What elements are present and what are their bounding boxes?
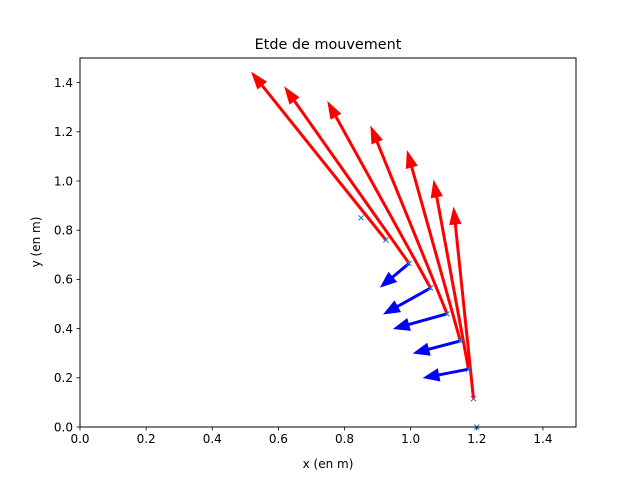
y-tick-label: 0.0 <box>54 420 73 434</box>
y-axis-label: y (en m) <box>29 217 43 268</box>
data-point <box>457 338 464 344</box>
y-tick-label: 1.2 <box>54 125 73 139</box>
x-axis-label: x (en m) <box>303 457 354 471</box>
red-vector-0-shaft <box>453 221 475 399</box>
data-point <box>427 285 434 291</box>
blue-vector-2 <box>392 312 448 331</box>
plot-marks <box>250 71 480 430</box>
red-vector-6-shaft <box>259 82 388 241</box>
data-point-stroke <box>427 285 434 291</box>
data-point-stroke <box>470 395 477 402</box>
red-vector-6 <box>250 71 388 241</box>
x-tick-label: 0.0 <box>70 432 89 446</box>
blue-vector-0 <box>422 367 469 382</box>
red-vector-2 <box>405 149 462 342</box>
red-vector-1 <box>430 179 471 370</box>
red-vector-0 <box>449 206 475 399</box>
data-point <box>358 215 364 221</box>
data-point <box>383 237 389 243</box>
data-point-stroke <box>465 366 472 373</box>
x-tick-label: 0.6 <box>269 432 288 446</box>
red-vector-3-head <box>370 125 383 145</box>
y-tick-label: 1.4 <box>54 76 73 90</box>
data-point-stroke <box>406 260 412 267</box>
y-tick-label: 0.4 <box>54 322 73 336</box>
red-vector-3 <box>370 125 449 315</box>
blue-vector-2-head <box>392 317 411 331</box>
red-vector-6-head <box>250 71 268 90</box>
red-vector-0-head <box>449 206 462 226</box>
red-vector-4 <box>327 100 432 289</box>
x-tick-label: 0.2 <box>137 432 156 446</box>
red-vector-4-head <box>327 100 342 120</box>
axis-ticks: 0.0 0.2 0.4 0.6 0.8 1.0 1.2 1.4 0.0 0.2 0.4 0.6 0.8 1… <box>54 76 553 446</box>
data-point-stroke <box>358 215 364 221</box>
data-point-stroke <box>444 310 450 317</box>
plot-area-frame <box>79 57 577 428</box>
y-tick-label: 1.0 <box>54 174 73 188</box>
blue-vector-4-shaft <box>389 262 410 280</box>
red-vector-4-shaft <box>333 113 432 289</box>
red-vector-2-shaft <box>409 164 462 342</box>
red-vector-1-head <box>430 179 443 199</box>
blue-vector-3 <box>383 286 432 315</box>
data-point <box>406 260 412 267</box>
blue-vector-1-head <box>412 342 431 356</box>
y-tick-label: 0.6 <box>54 273 73 287</box>
red-vector-5 <box>284 86 411 265</box>
x-tick-label: 1.0 <box>401 432 420 446</box>
blue-vector-0-head <box>422 368 441 382</box>
blue-vector-3-shaft <box>394 286 432 309</box>
red-vector-3-shaft <box>374 139 449 315</box>
red-vector-5-head <box>284 86 300 105</box>
data-point <box>444 310 450 317</box>
red-vector-1-shaft <box>434 194 471 370</box>
x-tick-label: 0.4 <box>203 432 222 446</box>
data-point-stroke <box>383 237 389 243</box>
x-tick-label: 0.8 <box>335 432 354 446</box>
red-vector-5-shaft <box>291 98 411 265</box>
red-vector-2-head <box>405 149 418 170</box>
y-tick-label: 0.2 <box>54 371 73 385</box>
x-tick-label: 1.2 <box>467 432 486 446</box>
chart-title: Etde de mouvement <box>255 37 402 53</box>
blue-vector-4 <box>379 262 410 288</box>
blue-vector-0-shaft <box>436 367 469 377</box>
data-point-stroke <box>457 338 464 344</box>
blue-vector-3-head <box>383 300 402 315</box>
x-tick-label: 1.4 <box>533 432 552 446</box>
blue-vector-1-shaft <box>426 339 461 352</box>
data-point <box>470 395 477 402</box>
data-point <box>465 366 472 373</box>
blue-vector-2-shaft <box>406 312 448 327</box>
blue-vector-1 <box>412 339 461 356</box>
y-tick-label: 0.8 <box>54 224 73 238</box>
blue-vector-4-head <box>379 271 398 288</box>
